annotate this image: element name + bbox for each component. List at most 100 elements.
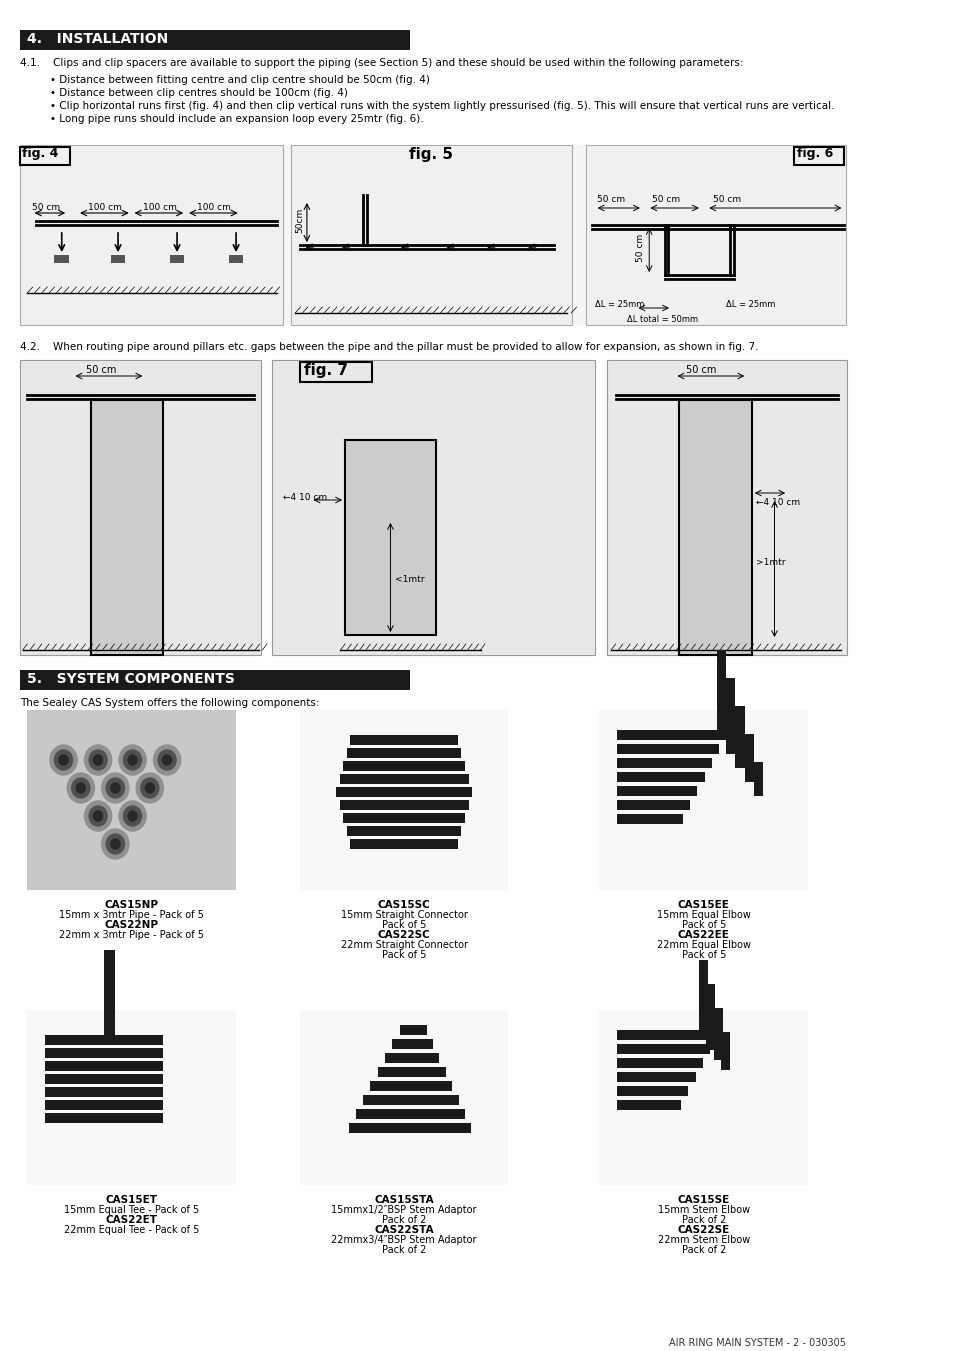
Circle shape	[106, 778, 124, 798]
Text: 22mm Equal Elbow: 22mm Equal Elbow	[656, 940, 750, 950]
Bar	[273, 359, 594, 655]
Bar	[617, 1086, 687, 1096]
Text: CAS15SE: CAS15SE	[677, 1196, 729, 1205]
Text: >1mtr: >1mtr	[756, 558, 785, 567]
Text: CAS15SC: CAS15SC	[377, 900, 430, 911]
Text: CAS22NP: CAS22NP	[105, 920, 158, 929]
Bar	[335, 788, 472, 797]
Bar	[28, 1011, 235, 1185]
Text: CAS22ET: CAS22ET	[106, 1215, 157, 1225]
Bar	[355, 1109, 464, 1119]
Bar	[717, 650, 725, 740]
Bar	[617, 730, 725, 740]
Circle shape	[89, 807, 107, 825]
Bar	[585, 145, 845, 326]
Circle shape	[85, 744, 112, 775]
Text: 15mm Straight Connector: 15mm Straight Connector	[340, 911, 467, 920]
Bar	[46, 1061, 163, 1071]
Bar	[229, 255, 243, 263]
Bar	[617, 815, 682, 824]
Circle shape	[145, 784, 154, 793]
Circle shape	[71, 778, 90, 798]
Text: fig. 7: fig. 7	[304, 363, 348, 378]
Circle shape	[123, 807, 141, 825]
Circle shape	[153, 744, 180, 775]
Bar	[699, 961, 707, 1040]
Bar	[617, 800, 689, 811]
Bar	[345, 440, 436, 635]
Bar	[363, 1096, 458, 1105]
Text: CAS15ET: CAS15ET	[106, 1196, 157, 1205]
Text: Pack of 5: Pack of 5	[680, 920, 725, 929]
Text: 22mm Equal Tee - Pack of 5: 22mm Equal Tee - Pack of 5	[64, 1225, 199, 1235]
Bar	[299, 1011, 508, 1185]
Bar	[91, 400, 163, 655]
Bar	[720, 1032, 729, 1070]
Text: CAS15EE: CAS15EE	[677, 900, 729, 911]
Text: 22mm Stem Elbow: 22mm Stem Elbow	[657, 1235, 749, 1246]
Bar	[347, 748, 461, 758]
Text: 100 cm: 100 cm	[88, 203, 122, 212]
Circle shape	[50, 744, 77, 775]
Circle shape	[111, 839, 120, 848]
Bar	[350, 839, 457, 848]
Text: 50 cm: 50 cm	[685, 365, 715, 376]
Text: • Clip horizontal runs first (fig. 4) and then clip vertical runs with the syste: • Clip horizontal runs first (fig. 4) an…	[50, 101, 834, 111]
Text: CAS22STA: CAS22STA	[374, 1225, 434, 1235]
Circle shape	[141, 778, 159, 798]
Text: ΔL total = 50mm: ΔL total = 50mm	[626, 315, 697, 324]
Bar	[679, 400, 751, 655]
Circle shape	[123, 750, 141, 770]
Circle shape	[106, 834, 124, 854]
Bar	[46, 1088, 163, 1097]
Text: fig. 6: fig. 6	[797, 147, 833, 159]
Circle shape	[111, 784, 120, 793]
Bar	[617, 786, 697, 796]
Text: CAS15NP: CAS15NP	[105, 900, 158, 911]
Text: AIR RING MAIN SYSTEM - 2 - 030305: AIR RING MAIN SYSTEM - 2 - 030305	[669, 1337, 845, 1348]
Circle shape	[85, 801, 112, 831]
Circle shape	[158, 750, 176, 770]
Bar	[343, 761, 464, 771]
Circle shape	[128, 811, 137, 821]
Circle shape	[128, 755, 137, 765]
Text: • Long pipe runs should include an expansion loop every 25mtr (fig. 6).: • Long pipe runs should include an expan…	[50, 113, 423, 124]
Text: CAS22SC: CAS22SC	[377, 929, 430, 940]
Bar	[617, 1100, 680, 1111]
Bar	[46, 1035, 163, 1046]
Bar	[91, 400, 163, 655]
Text: 50 cm: 50 cm	[635, 234, 644, 262]
Text: Pack of 2: Pack of 2	[680, 1246, 725, 1255]
Text: Pack of 5: Pack of 5	[381, 920, 426, 929]
Text: <1mtr: <1mtr	[395, 576, 424, 585]
Bar	[46, 1048, 163, 1058]
Bar	[20, 147, 70, 165]
Bar	[291, 145, 572, 326]
Bar	[343, 813, 464, 823]
Bar	[617, 1029, 717, 1040]
Bar	[345, 440, 436, 635]
Bar	[679, 400, 751, 655]
Circle shape	[54, 750, 72, 770]
Text: fig. 4: fig. 4	[22, 147, 58, 159]
Circle shape	[76, 784, 85, 793]
Text: ←4 10 cm: ←4 10 cm	[756, 499, 800, 507]
Bar	[617, 758, 711, 767]
Text: 50 cm: 50 cm	[651, 195, 679, 204]
Text: 50 cm: 50 cm	[597, 195, 625, 204]
Bar	[377, 1067, 445, 1077]
Bar	[46, 1113, 163, 1123]
Bar	[370, 1081, 452, 1092]
Text: ←4 10 cm: ←4 10 cm	[283, 493, 327, 503]
Text: Pack of 2: Pack of 2	[381, 1215, 426, 1225]
Text: CAS22SE: CAS22SE	[677, 1225, 729, 1235]
Bar	[585, 145, 845, 326]
Bar	[725, 678, 735, 754]
Text: Pack of 5: Pack of 5	[680, 950, 725, 961]
Text: ΔL = 25mm: ΔL = 25mm	[594, 300, 643, 309]
Text: 5.   SYSTEM COMPONENTS: 5. SYSTEM COMPONENTS	[28, 671, 234, 686]
Text: 22mm x 3mtr Pipe - Pack of 5: 22mm x 3mtr Pipe - Pack of 5	[59, 929, 204, 940]
Text: Pack of 5: Pack of 5	[381, 950, 426, 961]
Text: 50 cm: 50 cm	[31, 203, 60, 212]
Bar	[392, 1039, 433, 1048]
